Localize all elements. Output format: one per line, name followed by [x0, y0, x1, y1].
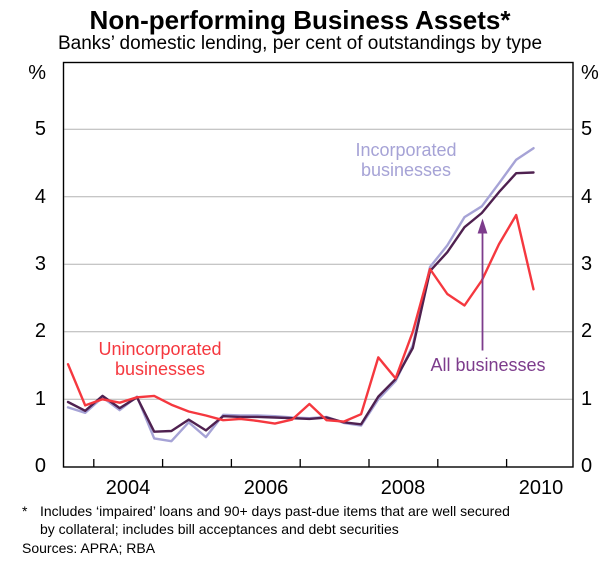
y-axis-label-left: 1	[34, 388, 46, 410]
x-axis-label: 2010	[518, 477, 564, 499]
y-axis-label-right: 3	[581, 253, 593, 275]
x-axis-label: 2008	[380, 477, 426, 499]
y-axis-label-right: 1	[581, 388, 593, 410]
y-axis-label-right: 2	[581, 320, 593, 342]
series-label-unincorporated: Unincorporated businesses	[98, 339, 222, 379]
sources-line: Sources: APRA; RBA	[22, 540, 156, 556]
series-line-all-businesses	[66, 171, 535, 433]
y-axis-label-left: 2	[34, 320, 46, 342]
y-axis-unit-right: %	[581, 62, 599, 84]
y-axis-label-left: 4	[34, 186, 46, 208]
plot-frame	[62, 61, 574, 468]
series-label-incorporated: Incorporated businesses	[355, 140, 457, 180]
y-axis-label-right: 0	[581, 455, 593, 477]
series-line-unincorporated-businesses	[66, 213, 535, 425]
y-axis-label-left: 5	[34, 118, 46, 140]
y-axis-label-left: 3	[34, 253, 46, 275]
y-axis-unit-left: %	[28, 62, 46, 84]
chart-title: Non-performing Business Assets*	[89, 5, 511, 35]
footnote-text: Includes ‘impaired’ loans and 90+ days p…	[40, 503, 510, 537]
series-label-all-businesses: All businesses	[430, 355, 546, 375]
all-businesses-arrowhead	[477, 218, 488, 234]
y-axis-label-right: 4	[581, 186, 593, 208]
y-axis-label-right: 5	[581, 118, 593, 140]
chart-subtitle: Banks’ domestic lending, per cent of out…	[57, 33, 543, 54]
x-axis-label: 2006	[243, 477, 289, 499]
x-axis-label: 2004	[105, 477, 151, 499]
footnote-marker: *	[22, 503, 28, 519]
y-axis-label-left: 0	[34, 455, 46, 477]
